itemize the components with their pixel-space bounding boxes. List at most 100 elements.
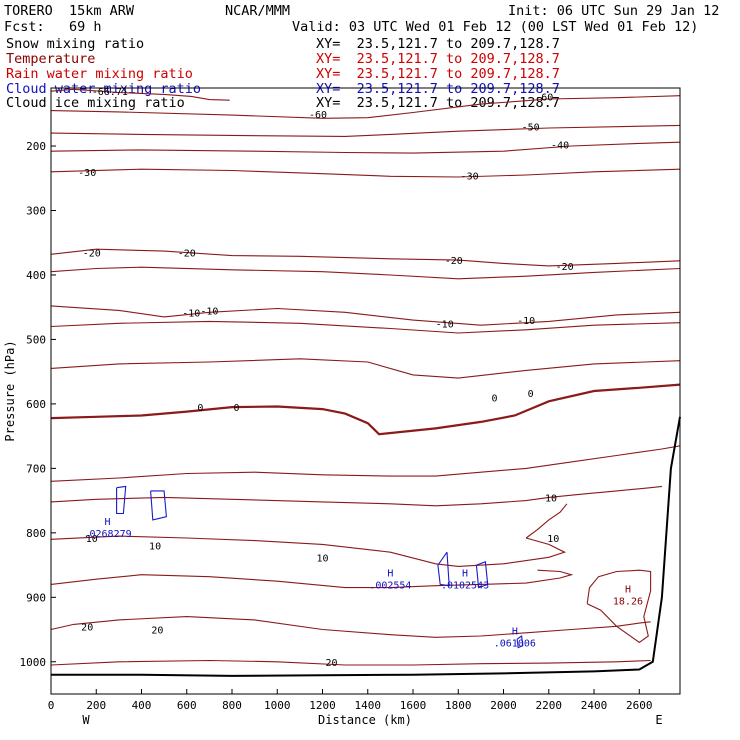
temperature-contour-6 [50, 266, 681, 280]
contour-label: -40 [551, 141, 569, 152]
temperature-contour-16 [586, 569, 652, 644]
legend-temperature-xy: XY= 23.5,121.7 to 209.7,128.7 [316, 51, 560, 67]
x-axis-title: Distance (km) [318, 713, 412, 727]
forecast-hour: Fcst: 69 h [4, 19, 102, 35]
contour-label: 20 [151, 626, 163, 637]
x-tick-label: 2000 [490, 699, 517, 712]
temperature-contour-2 [50, 124, 681, 137]
contour-label: 0 [197, 403, 203, 414]
x-tick-label: 200 [86, 699, 106, 712]
legend-snow-label: Snow mixing ratio [6, 36, 145, 52]
contour-label: 10 [316, 553, 328, 564]
contour-label: -10 [517, 316, 535, 327]
y-tick-label: 800 [26, 527, 46, 540]
y-tick-label: 700 [26, 462, 46, 475]
center-title: NCAR/MMM [225, 3, 291, 19]
contour-label: 10 [545, 493, 557, 504]
temperature-contour-11 [50, 445, 681, 482]
terrain-line [51, 416, 681, 677]
contour-label: 0 [234, 403, 240, 414]
cloud-water-contour-2 [437, 551, 450, 587]
high-value-label: 18.26 [613, 597, 643, 608]
x-tick-label: 1400 [355, 699, 382, 712]
y-tick-label: 500 [26, 333, 46, 346]
contour-label: -20 [83, 248, 101, 259]
x-tick-label: 0 [48, 699, 55, 712]
temperature-contour-10 [50, 383, 681, 436]
high-marker: H [105, 517, 111, 528]
contour-label: 20 [81, 622, 93, 633]
contour-label: 20 [326, 658, 338, 669]
cloud-water-contour-0 [116, 485, 127, 515]
y-axis-title: Pressure (hPa) [3, 340, 17, 441]
temperature-contour-13 [50, 535, 567, 567]
contour-label: -20 [445, 256, 463, 267]
cloud-water-contour-4 [516, 635, 524, 649]
legend-rain-xy: XY= 23.5,121.7 to 209.7,128.7 [316, 66, 560, 82]
contour-label: -50 [522, 123, 540, 134]
contour-label: 0 [491, 393, 497, 404]
high-marker: H [462, 568, 468, 579]
legend-cloudice-label: Cloud ice mixing ratio [6, 95, 185, 111]
high-value-label: .002554 [369, 580, 411, 591]
high-marker: H [387, 568, 393, 579]
contour-label: 0 [528, 389, 534, 400]
high-marker: H [625, 585, 631, 596]
contour-label: -10 [200, 306, 218, 317]
high-marker: H [512, 626, 518, 637]
temperature-contour-4 [50, 168, 681, 178]
temperature-contour-9 [50, 358, 681, 379]
contour-label: -10 [436, 319, 454, 330]
cloud-water-contour-3 [475, 561, 489, 589]
contour-label: -20 [556, 262, 574, 273]
x-tick-label: 1000 [264, 699, 291, 712]
temperature-contour-7 [50, 305, 681, 326]
x-tick-label: 800 [222, 699, 242, 712]
x-tick-label: 1600 [400, 699, 427, 712]
temperature-contour-18 [50, 659, 651, 666]
contour-label: 10 [149, 542, 161, 553]
contour-label: 10 [86, 534, 98, 545]
legend-snow-xy: XY= 23.5,121.7 to 209.7,128.7 [316, 36, 560, 52]
contour-label: -30 [461, 172, 479, 183]
x-tick-label: 400 [132, 699, 152, 712]
y-tick-label: 900 [26, 591, 46, 604]
temperature-contour-12 [50, 485, 662, 507]
plot-frame [50, 87, 681, 695]
legend-rain-label: Rain water mixing ratio [6, 66, 193, 82]
contour-label: 10 [547, 534, 559, 545]
temperature-contour-5 [50, 248, 681, 267]
contour-label: -10 [182, 308, 200, 319]
x-axis-east-label: E [655, 713, 662, 727]
temperature-contour-3 [50, 141, 681, 154]
legend-cloudice-xy: XY= 23.5,121.7 to 209.7,128.7 [316, 95, 560, 111]
high-value-label: .061006 [494, 638, 536, 649]
x-tick-label: 1200 [309, 699, 336, 712]
x-tick-label: 2600 [626, 699, 653, 712]
contour-label: -20 [178, 248, 196, 259]
model-title: TORERO 15km ARW [4, 3, 135, 19]
y-tick-label: 200 [26, 140, 46, 153]
valid-time: Valid: 03 UTC Wed 01 Feb 12 (00 LST Wed … [292, 19, 699, 35]
x-tick-label: 2200 [536, 699, 563, 712]
temperature-contour-15 [50, 569, 574, 589]
x-tick-label: 1800 [445, 699, 472, 712]
contour-label: -30 [78, 168, 96, 179]
high-value-label: .0268279 [83, 529, 131, 540]
x-tick-label: 600 [177, 699, 197, 712]
y-tick-label: 600 [26, 398, 46, 411]
contour-label: -60 [309, 110, 327, 121]
cloud-water-contour-1 [150, 490, 167, 521]
temperature-contour-8 [50, 320, 681, 334]
init-time: Init: 06 UTC Sun 29 Jan 12 [508, 3, 720, 19]
legend-temperature-label: Temperature [6, 51, 96, 67]
y-tick-label: 1000 [20, 656, 47, 669]
x-axis-west-label: W [82, 713, 90, 727]
y-tick-label: 300 [26, 204, 46, 217]
y-tick-label: 400 [26, 269, 46, 282]
temperature-contour-14 [525, 503, 568, 539]
high-value-label: .0102543 [441, 580, 489, 591]
x-tick-label: 2400 [581, 699, 608, 712]
temperature-contour-17 [50, 616, 651, 638]
